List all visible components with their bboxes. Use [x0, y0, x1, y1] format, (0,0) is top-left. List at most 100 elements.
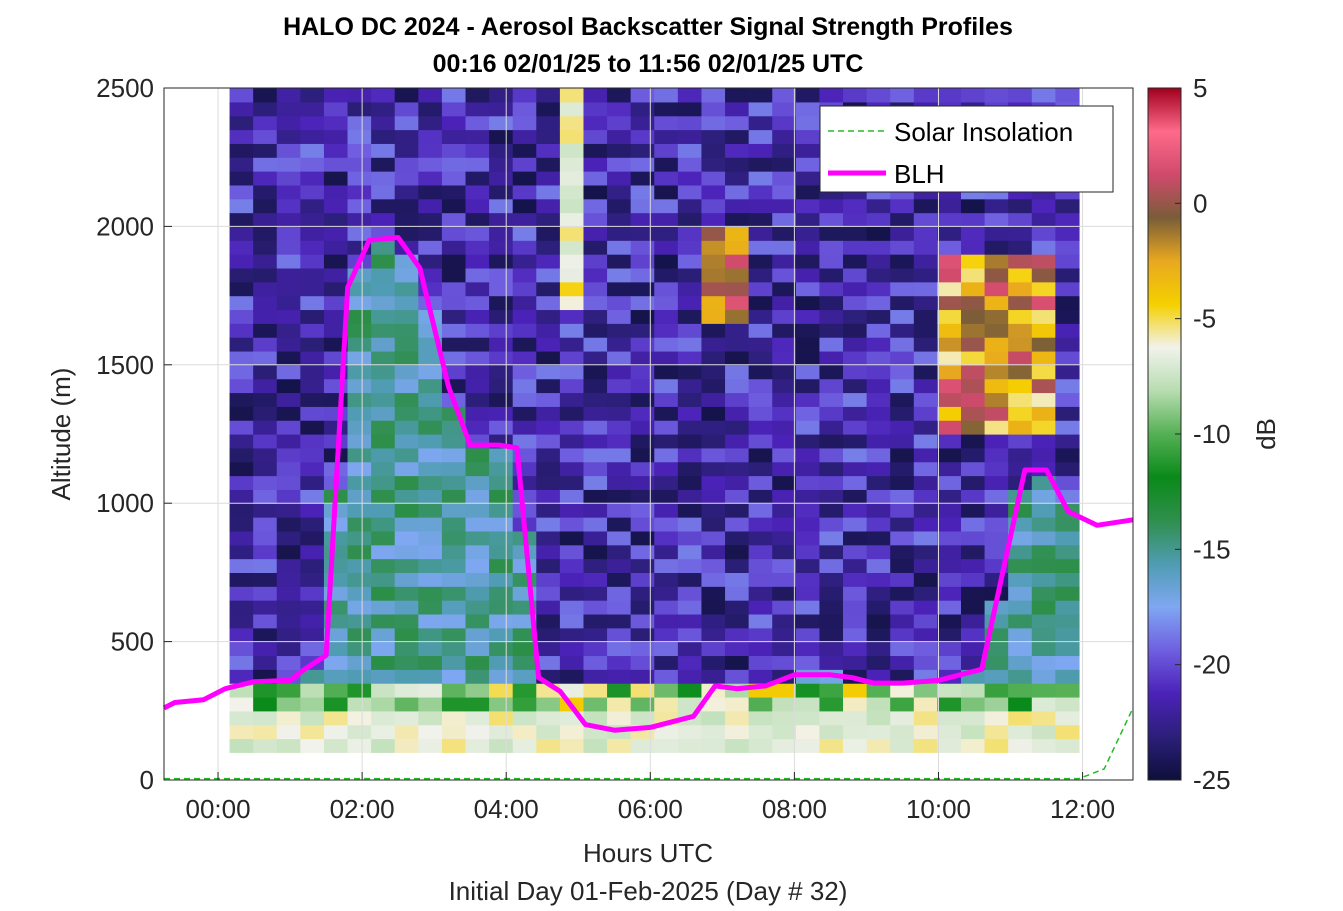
heatmap-cell: [323, 295, 349, 311]
heatmap-cell: [607, 323, 632, 338]
heatmap-cell: [630, 641, 655, 657]
heatmap-cell: [677, 88, 703, 103]
heatmap-cell: [819, 420, 844, 435]
heatmap-cell: [489, 115, 514, 131]
heatmap-cell: [984, 267, 1009, 283]
heatmap-cell: [937, 392, 962, 407]
heatmap-cell: [607, 696, 632, 712]
heatmap-cell: [512, 724, 537, 740]
heatmap-cell: [677, 378, 703, 394]
heatmap-cell: [559, 420, 585, 435]
heatmap-cell: [371, 738, 396, 753]
heatmap-cell: [1055, 420, 1080, 435]
heatmap-cell: [607, 184, 632, 200]
heatmap-cell: [960, 198, 986, 214]
heatmap-cell: [748, 503, 773, 518]
heatmap-cell: [890, 378, 915, 394]
heatmap-cell: [441, 641, 467, 657]
heatmap-cell: [960, 696, 986, 712]
heatmap-cell: [960, 641, 986, 657]
heatmap-cell: [701, 544, 726, 560]
heatmap-cell: [323, 641, 349, 657]
heatmap-cell: [913, 586, 938, 601]
heatmap-cell: [583, 517, 608, 532]
heatmap-cell: [795, 240, 821, 255]
heatmap-cell: [1055, 447, 1080, 463]
heatmap-cell: [890, 544, 915, 560]
heatmap-cell: [1031, 309, 1056, 324]
heatmap-cell: [795, 198, 821, 214]
heatmap-cell: [1055, 586, 1080, 601]
heatmap-cell: [512, 641, 537, 657]
heatmap-cell: [1031, 627, 1056, 643]
heatmap-cell: [229, 586, 254, 601]
heatmap-cell: [371, 461, 396, 477]
heatmap-cell: [890, 337, 915, 352]
heatmap-cell: [583, 406, 608, 421]
heatmap-cell: [843, 586, 868, 601]
heatmap-cell: [795, 627, 821, 643]
heatmap-cell: [371, 669, 396, 684]
heatmap-cell: [937, 226, 962, 241]
heatmap-cell: [441, 184, 467, 200]
heatmap-cell: [512, 226, 537, 241]
heatmap-cell: [795, 184, 821, 200]
heatmap-cell: [465, 240, 490, 255]
heatmap-cell: [748, 406, 773, 421]
heatmap-cells: [229, 88, 1080, 753]
heatmap-cell: [772, 641, 797, 657]
heatmap-cell: [984, 254, 1009, 269]
heatmap-cell: [512, 101, 537, 117]
heatmap-cell: [677, 350, 703, 366]
heatmap-cell: [701, 738, 726, 753]
heatmap-cell: [937, 406, 962, 421]
heatmap-cell: [960, 544, 986, 560]
heatmap-cell: [253, 641, 278, 657]
series-lines: [162, 235, 1134, 780]
heatmap-cell: [960, 461, 986, 477]
heatmap-cell: [984, 281, 1009, 297]
heatmap-cell: [512, 669, 537, 684]
heatmap-cell: [418, 115, 443, 131]
heatmap-cell: [1031, 503, 1056, 518]
heatmap-cell: [229, 281, 254, 297]
heatmap-cell: [1031, 572, 1056, 587]
heatmap-cell: [512, 129, 537, 144]
colorbar-tick-label: 5: [1193, 73, 1207, 103]
heatmap-cell: [630, 281, 655, 297]
heatmap-cell: [960, 738, 986, 753]
heatmap-cell: [583, 254, 608, 269]
heatmap-cell: [583, 129, 608, 144]
heatmap-cell: [465, 281, 490, 297]
heatmap-cell: [276, 600, 301, 615]
heatmap-cell: [229, 157, 254, 172]
heatmap-cell: [843, 503, 868, 518]
heatmap-cell: [1031, 544, 1056, 560]
heatmap-cell: [394, 212, 419, 227]
heatmap-cell: [937, 738, 962, 753]
heatmap-cell: [347, 392, 372, 407]
heatmap-cell: [607, 350, 632, 366]
heatmap-cell: [418, 696, 443, 712]
heatmap-cell: [748, 475, 773, 490]
heatmap-cell: [748, 309, 773, 324]
heatmap-cell: [1008, 586, 1033, 601]
heatmap-cell: [323, 392, 349, 407]
heatmap-cell: [1055, 613, 1080, 629]
heatmap-cell: [489, 420, 514, 435]
heatmap-cell: [441, 115, 467, 131]
heatmap-cell: [300, 613, 325, 629]
heatmap-cell: [843, 406, 868, 421]
heatmap-cell: [960, 503, 986, 518]
heatmap-cell: [583, 184, 608, 200]
heatmap-cell: [536, 447, 561, 463]
heatmap-cell: [843, 323, 868, 338]
heatmap-cell: [748, 267, 773, 283]
heatmap-cell: [559, 655, 585, 670]
heatmap-cell: [748, 101, 773, 117]
heatmap-cell: [229, 655, 254, 670]
heatmap-cell: [795, 461, 821, 477]
heatmap-cell: [229, 613, 254, 629]
heatmap-cell: [489, 572, 514, 587]
heatmap-cell: [489, 558, 514, 573]
